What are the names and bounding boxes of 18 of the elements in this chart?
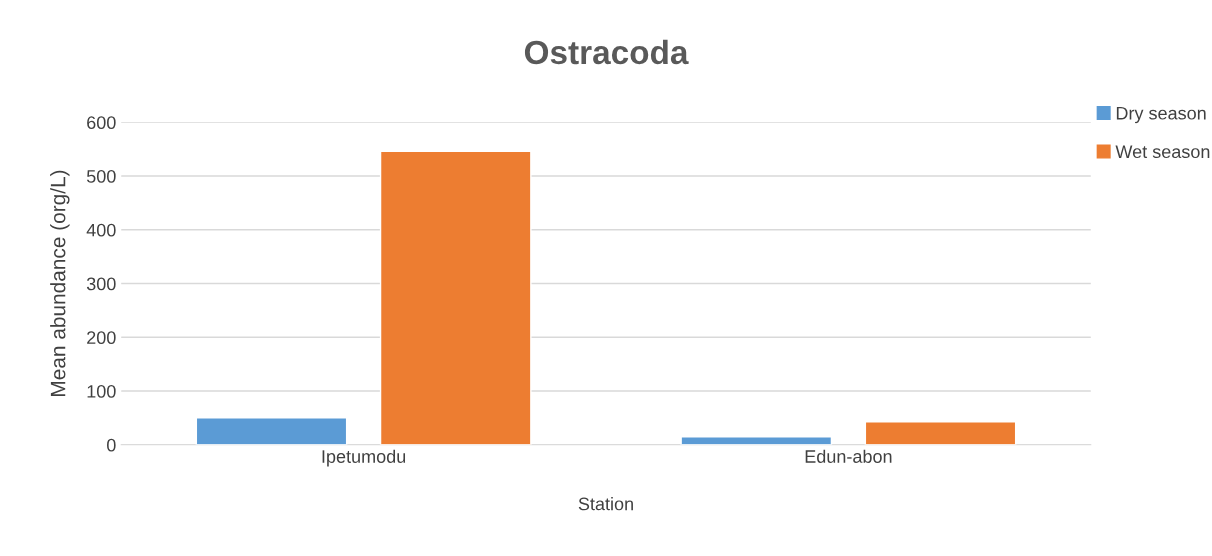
- legend-label: Wet season: [1115, 145, 1210, 159]
- x-tick-label: Ipetumodu: [322, 449, 406, 467]
- x-tick-label: Edun-abon: [805, 449, 892, 463]
- y-tick-label: 200: [87, 331, 116, 345]
- y-tick-label: 0: [107, 438, 116, 452]
- y-tick-label: 600: [87, 116, 116, 130]
- y-tick-label: 300: [86, 277, 116, 291]
- bar: [680, 436, 833, 445]
- bar: [195, 417, 348, 445]
- y-tick-label: 400: [86, 223, 116, 237]
- y-tick-label: 500: [86, 170, 116, 183]
- bar: [864, 420, 1017, 445]
- legend-label: Dry season: [1116, 106, 1206, 124]
- chart-title: Ostracoda: [524, 39, 689, 65]
- x-axis-title: Station: [578, 497, 633, 511]
- y-tick-label: 100: [87, 384, 116, 398]
- bar: [379, 150, 532, 445]
- y-axis-title: Mean abundance (org/L): [50, 170, 70, 396]
